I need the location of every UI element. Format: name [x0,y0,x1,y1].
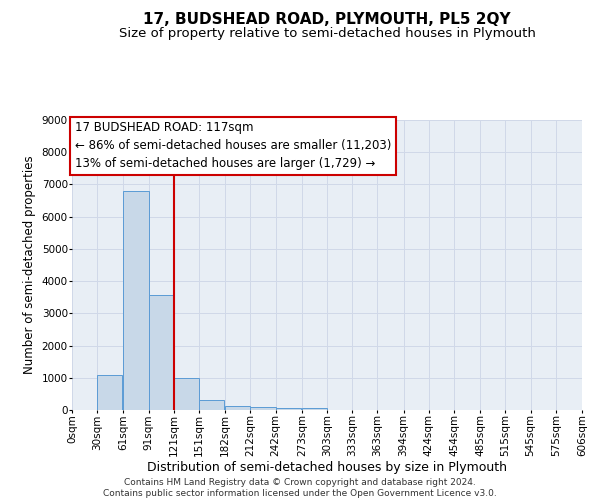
Bar [174,378,199,410]
Bar [199,400,224,410]
Text: Distribution of semi-detached houses by size in Plymouth: Distribution of semi-detached houses by … [147,461,507,474]
Bar [250,407,275,410]
Text: 17 BUDSHEAD ROAD: 117sqm
← 86% of semi-detached houses are smaller (11,203)
13% : 17 BUDSHEAD ROAD: 117sqm ← 86% of semi-d… [74,122,391,170]
Bar [124,191,149,410]
Y-axis label: Number of semi-detached properties: Number of semi-detached properties [23,156,36,374]
Text: 17, BUDSHEAD ROAD, PLYMOUTH, PL5 2QY: 17, BUDSHEAD ROAD, PLYMOUTH, PL5 2QY [143,12,511,28]
Bar [225,406,250,410]
Bar [275,408,301,410]
Bar [97,374,122,410]
Text: Contains HM Land Registry data © Crown copyright and database right 2024.
Contai: Contains HM Land Registry data © Crown c… [103,478,497,498]
Bar [302,408,327,410]
Bar [149,294,174,410]
Text: Size of property relative to semi-detached houses in Plymouth: Size of property relative to semi-detach… [119,28,535,40]
